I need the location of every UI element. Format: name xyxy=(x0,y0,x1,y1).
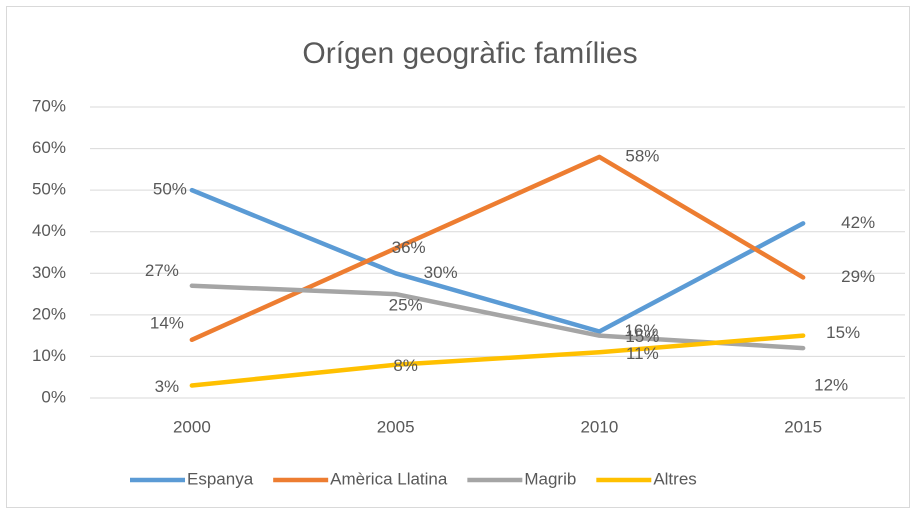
x-tick-label: 2010 xyxy=(580,417,618,436)
y-tick-label: 20% xyxy=(32,304,66,323)
line-series xyxy=(189,333,806,388)
data-label: 8% xyxy=(393,356,418,375)
data-label: 36% xyxy=(392,238,426,257)
y-tick-label: 10% xyxy=(32,346,66,365)
legend-label: Altres xyxy=(653,469,696,488)
x-tick-label: 2015 xyxy=(784,417,822,436)
y-tick-label: 0% xyxy=(41,387,66,406)
data-label: 29% xyxy=(841,267,875,286)
chart-title: Orígen geogràfic famílies xyxy=(302,37,637,70)
chart-border xyxy=(6,6,910,508)
data-label: 12% xyxy=(814,376,848,395)
data-label: 58% xyxy=(625,146,659,165)
y-tick-label: 70% xyxy=(32,96,66,115)
y-tick-label: 30% xyxy=(32,263,66,282)
data-label: 14% xyxy=(150,313,184,332)
data-label: 3% xyxy=(155,377,180,396)
data-label: 30% xyxy=(424,263,458,282)
data-label: 50% xyxy=(153,180,187,199)
y-tick-label: 50% xyxy=(32,180,66,199)
legend-label: Amèrica Llatina xyxy=(330,469,448,488)
line-series xyxy=(189,154,806,343)
legend-label: Espanya xyxy=(187,469,254,488)
line-series xyxy=(189,187,806,334)
data-label: 15% xyxy=(826,323,860,342)
x-tick-label: 2000 xyxy=(173,417,211,436)
x-tick-label: 2005 xyxy=(377,417,415,436)
y-tick-label: 60% xyxy=(32,138,66,157)
data-label: 15% xyxy=(625,327,659,346)
data-label: 27% xyxy=(145,261,179,280)
data-label: 42% xyxy=(841,213,875,232)
legend-label: Magrib xyxy=(524,469,576,488)
data-label: 25% xyxy=(389,296,423,315)
y-tick-label: 40% xyxy=(32,221,66,240)
data-label: 11% xyxy=(626,344,659,363)
data-label: 16% xyxy=(624,321,658,340)
